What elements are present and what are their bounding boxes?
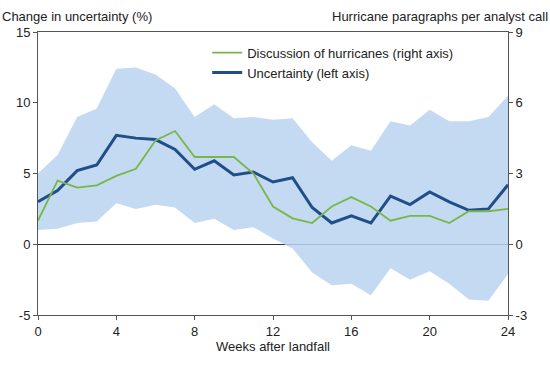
svg-text:-5: -5 [19, 308, 31, 323]
svg-text:9: 9 [516, 25, 523, 40]
svg-text:-3: -3 [516, 308, 528, 323]
svg-text:Weeks after landfall: Weeks after landfall [216, 339, 330, 354]
svg-text:Uncertainty (left axis): Uncertainty (left axis) [247, 66, 369, 81]
svg-text:Discussion of hurricanes (righ: Discussion of hurricanes (right axis) [247, 46, 453, 61]
svg-text:10: 10 [16, 95, 30, 110]
svg-text:0: 0 [516, 237, 523, 252]
svg-text:15: 15 [16, 25, 30, 40]
svg-text:20: 20 [422, 324, 436, 339]
svg-text:6: 6 [516, 95, 523, 110]
svg-text:0: 0 [34, 324, 41, 339]
svg-text:12: 12 [266, 324, 280, 339]
svg-text:24: 24 [501, 324, 515, 339]
svg-text:4: 4 [113, 324, 120, 339]
svg-text:Hurricane paragraphs per analy: Hurricane paragraphs per analyst call [332, 9, 548, 24]
svg-text:16: 16 [344, 324, 358, 339]
svg-text:5: 5 [23, 166, 30, 181]
svg-text:Change in uncertainty (%): Change in uncertainty (%) [2, 9, 152, 24]
svg-text:8: 8 [191, 324, 198, 339]
svg-text:0: 0 [23, 237, 30, 252]
svg-text:3: 3 [516, 166, 523, 181]
